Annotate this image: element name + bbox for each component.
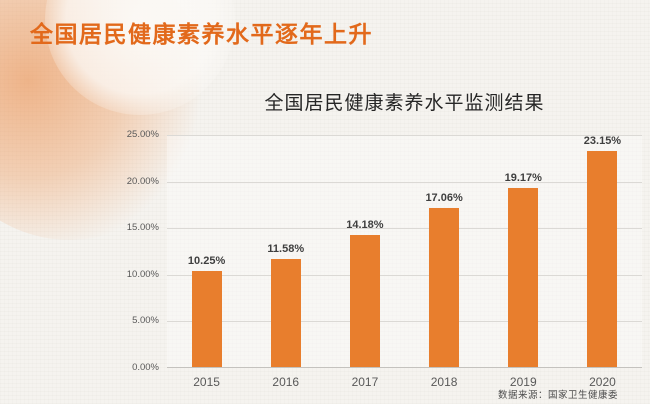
bar-value-label: 17.06% bbox=[425, 192, 463, 205]
bar-chart: 全国居民健康素养水平监测结果 10.25% 11.58% 14.18% 17.06% 1… bbox=[112, 88, 645, 401]
bar-2020 bbox=[587, 151, 618, 367]
bar-value-label: 23.15% bbox=[583, 135, 622, 148]
bar-slot: 19.17% bbox=[484, 135, 563, 367]
y-tick-label: 15.00% bbox=[126, 222, 159, 234]
bar-2018 bbox=[429, 208, 460, 367]
bar-value-label: 10.25% bbox=[187, 255, 226, 268]
x-tick-label: 2018 bbox=[430, 375, 458, 389]
y-tick-label: 20.00% bbox=[126, 175, 159, 187]
x-tick-label: 2015 bbox=[193, 375, 220, 389]
gridline bbox=[167, 321, 642, 323]
y-tick-label: 5.00% bbox=[132, 315, 159, 327]
y-tick-label: 0.00% bbox=[132, 362, 159, 373]
gridline bbox=[167, 274, 642, 276]
gridline bbox=[167, 228, 642, 230]
bar-2016 bbox=[270, 259, 301, 367]
chart-title: 全国居民健康素养水平监测结果 bbox=[264, 93, 545, 114]
bar-2015 bbox=[191, 271, 222, 367]
bar-2017 bbox=[349, 234, 380, 367]
x-axis: 2015 2016 2017 2018 2019 2020 bbox=[167, 375, 642, 389]
bar-slot: 23.15% bbox=[563, 135, 642, 367]
x-tick-label: 2016 bbox=[272, 375, 300, 389]
bar-slot: 10.25% bbox=[167, 135, 246, 367]
bar-value-label: 19.17% bbox=[504, 172, 542, 185]
bar-slot: 17.06% bbox=[405, 135, 484, 367]
data-source-note: 数据来源：国家卫生健康委 bbox=[497, 390, 618, 401]
x-tick-label: 2017 bbox=[351, 375, 379, 389]
x-tick-label: 2019 bbox=[509, 375, 537, 389]
bar-2019 bbox=[508, 188, 539, 367]
gridline bbox=[167, 181, 642, 183]
y-tick-label: 25.00% bbox=[126, 129, 159, 140]
bars-container: 10.25% 11.58% 14.18% 17.06% 19.17% 23.15% bbox=[167, 135, 642, 367]
bar-value-label: 11.58% bbox=[267, 243, 305, 256]
page-title: 全国居民健康素养水平逐年上升 bbox=[30, 21, 373, 47]
x-tick-label: 2020 bbox=[589, 375, 616, 389]
bar-slot: 11.58% bbox=[246, 135, 325, 367]
plot-area: 10.25% 11.58% 14.18% 17.06% 19.17% 23.15% bbox=[167, 135, 642, 368]
bar-value-label: 14.18% bbox=[346, 218, 384, 231]
gridline bbox=[167, 135, 642, 136]
y-tick-label: 10.00% bbox=[126, 268, 159, 280]
bar-slot: 14.18% bbox=[325, 135, 404, 367]
